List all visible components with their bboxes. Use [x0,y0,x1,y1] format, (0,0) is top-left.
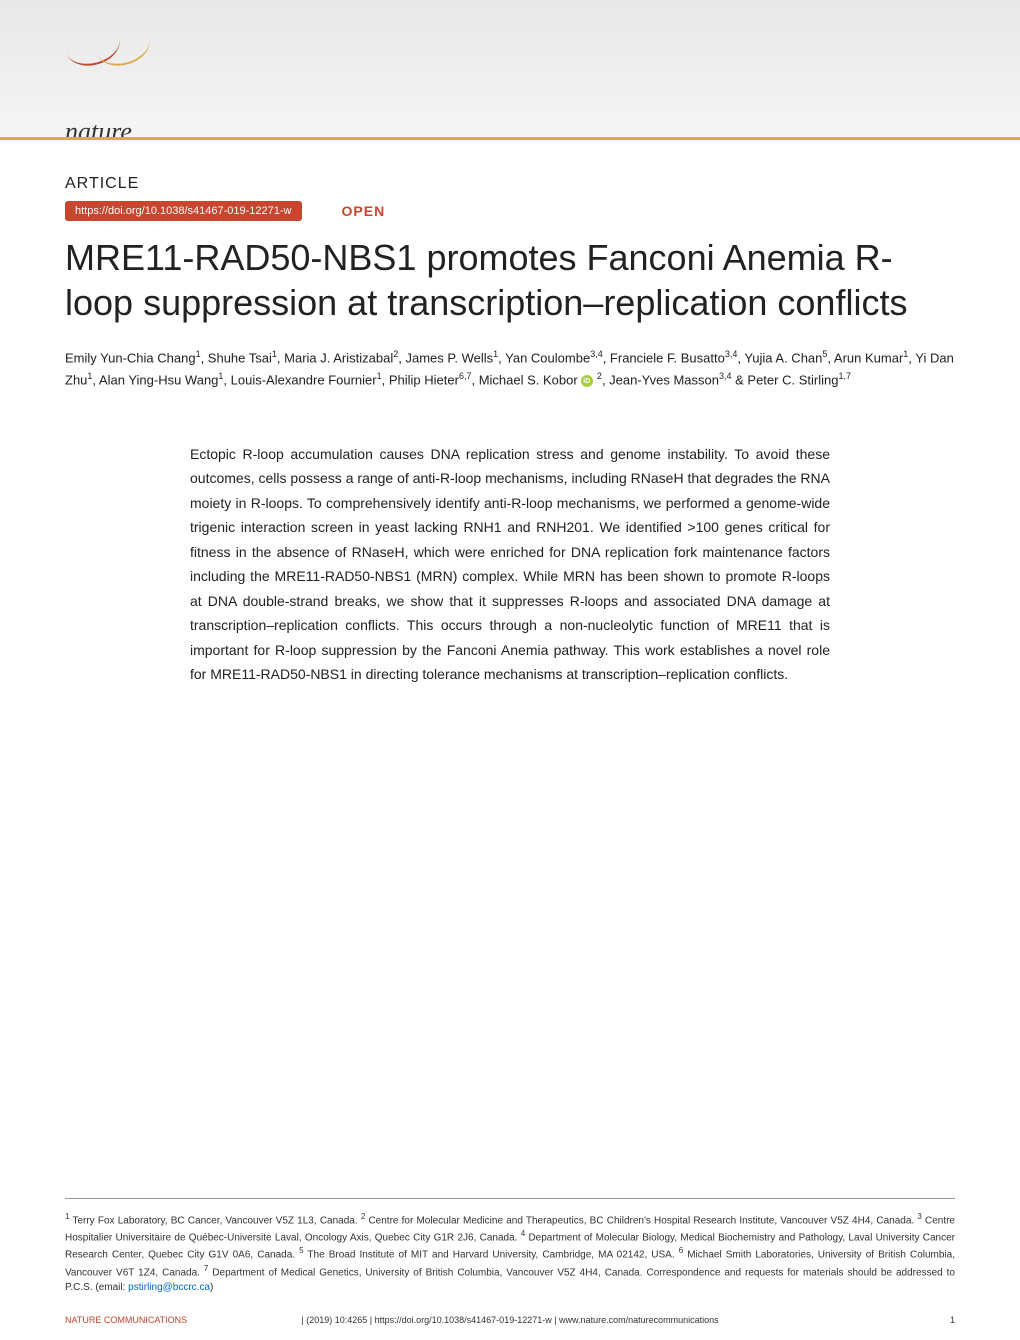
footer-journal-name: NATURE COMMUNICATIONS [65,1315,187,1325]
abstract-text: Ectopic R-loop accumulation causes DNA r… [190,442,830,687]
journal-logo: nature COMMUNICATIONS [65,25,265,140]
logo-swoosh-icon [65,25,185,75]
footer-page-number: 1 [950,1315,955,1325]
article-title: MRE11-RAD50-NBS1 promotes Fanconi Anemia… [65,235,955,325]
author-list: Emily Yun-Chia Chang1, Shuhe Tsai1, Mari… [65,347,955,392]
page-footer: NATURE COMMUNICATIONS | (2019) 10:4265 |… [65,1315,955,1325]
journal-banner: nature COMMUNICATIONS [0,0,1020,140]
doi-badge[interactable]: https://doi.org/10.1038/s41467-019-12271… [65,201,302,221]
logo-text-nature: nature [65,117,265,140]
article-content: ARTICLE https://doi.org/10.1038/s41467-0… [0,140,1020,707]
article-type-label: ARTICLE [65,175,955,193]
affiliations-section: 1 Terry Fox Laboratory, BC Cancer, Vanco… [65,1198,955,1295]
footer-citation: | (2019) 10:4265 | https://doi.org/10.10… [301,1315,718,1325]
doi-row: https://doi.org/10.1038/s41467-019-12271… [65,201,955,221]
open-access-label: OPEN [342,203,386,219]
affiliations-text: 1 Terry Fox Laboratory, BC Cancer, Vanco… [65,1211,955,1295]
footer-left: NATURE COMMUNICATIONS [65,1315,187,1325]
